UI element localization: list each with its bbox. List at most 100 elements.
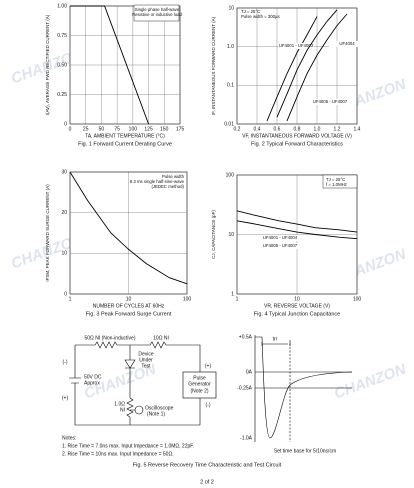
x-tick-label: 10 bbox=[294, 296, 300, 302]
dut-label: Under bbox=[139, 357, 153, 363]
x-tick-label: 0.8 bbox=[294, 126, 301, 132]
x-tick-label: 10 bbox=[126, 296, 132, 302]
figure-caption: Fig. 5 Reverse Recovery Time Characteris… bbox=[133, 462, 282, 468]
series-label: UF4005 - UF4007 bbox=[313, 99, 348, 104]
series-label-bg bbox=[312, 99, 348, 105]
y-axis-label: IF, INSTANTANEOUS FORWARD CURRENT (A) bbox=[211, 16, 216, 115]
annotation: TJ = 25°C bbox=[241, 9, 260, 14]
x-tick-label: 0.2 bbox=[234, 126, 241, 132]
polarity-label: (-) bbox=[206, 402, 211, 408]
dut-label: Test bbox=[141, 363, 151, 369]
series-line bbox=[70, 5, 149, 125]
level-label: -1.0A bbox=[240, 435, 253, 441]
series-label-bg bbox=[278, 43, 314, 49]
annotation: TJ = 25°C bbox=[326, 177, 345, 182]
y-tick-label: 10 bbox=[61, 251, 67, 257]
y-tick-label: 0 bbox=[64, 291, 67, 297]
oscilloscope-label: (Note 1) bbox=[147, 411, 165, 417]
annotation: Pulse width bbox=[162, 174, 185, 179]
y-tick-label: 1 bbox=[231, 291, 234, 297]
y-tick-label: 0 bbox=[64, 121, 67, 127]
level-label: +0.5A bbox=[239, 334, 253, 340]
x-tick-label: 125 bbox=[144, 126, 153, 132]
watermark: CHANZON bbox=[332, 360, 409, 402]
series-label: UF4001 - UF4003 bbox=[279, 43, 314, 48]
chart: 0.2 0.4 0.6 0.8 1.0 1.2 1.4 0.01 0.1 1.0 10 UF4001 … bbox=[211, 5, 365, 147]
x-tick-label: 0.6 bbox=[274, 126, 281, 132]
polarity-label: (+) bbox=[62, 395, 69, 401]
y-tick-label: 100 bbox=[226, 172, 235, 178]
x-tick-label: 1.0 bbox=[314, 126, 321, 132]
annotation: 8.3 ms single half-sine-wave bbox=[130, 179, 185, 184]
charts: 0 25 50 75 100 125 150 17500.250.500.751.00Sing… bbox=[45, 3, 365, 317]
y-axis-label: I(AV), AVERAGE FWD RECTIFIED CURRENT (A) bbox=[45, 14, 50, 115]
series-line bbox=[236, 210, 358, 233]
annotation: Resistive or inductive load bbox=[132, 12, 183, 17]
source-wire bbox=[69, 345, 201, 426]
chart: 0 25 50 75 100 125 150 175 0 0.25 0.50 0.75 1.00 Sing… bbox=[45, 3, 184, 147]
series-line bbox=[69, 171, 188, 285]
level-label: 0A bbox=[246, 369, 253, 375]
x-tick-label: 175 bbox=[176, 126, 185, 132]
figure-caption: Fig. 4 Typical Junction Capacitance bbox=[254, 311, 340, 317]
x-tick-label: 150 bbox=[160, 126, 169, 132]
series-line bbox=[236, 220, 358, 240]
y-tick-label: 1.00 bbox=[57, 3, 67, 9]
trr-label: trr bbox=[273, 336, 278, 342]
x-tick-label: 1 bbox=[69, 296, 72, 302]
y-axis-label: IFSM, PEAK FORWARD SURGE CURRENT (A) bbox=[45, 184, 50, 282]
annotation-box bbox=[322, 174, 358, 189]
test-circuit: 50Ω NI (Non-inductive) 10Ω NI Device Und… bbox=[62, 335, 217, 426]
y-tick-label: 0.25 bbox=[57, 92, 67, 98]
recovery-waveform: +0.5A 0A -0.25A -1.0A trr Set time base … bbox=[237, 334, 353, 454]
series-label: UF4004 bbox=[339, 41, 355, 46]
x-tick-label: 1.4 bbox=[354, 126, 361, 132]
x-tick-label: 50 bbox=[99, 126, 105, 132]
x-axis-label: NUMBER OF CYCLES AT 60Hz bbox=[93, 303, 165, 309]
series-label: UF4005 - UF4007 bbox=[263, 243, 298, 248]
x-tick-label: 75 bbox=[114, 126, 120, 132]
resistor-label: 10Ω NI bbox=[153, 335, 169, 341]
y-tick-label: 0.75 bbox=[57, 33, 67, 39]
waveform bbox=[255, 336, 353, 439]
series-line bbox=[276, 9, 338, 118]
annotation: (JEDEC method) bbox=[152, 184, 185, 189]
x-tick-label: 100 bbox=[183, 296, 192, 302]
x-tick-label: 100 bbox=[129, 126, 138, 132]
note: 2. Rise Time = 10ns max. Input Impedance… bbox=[62, 451, 174, 457]
source-label: Approx bbox=[84, 380, 100, 386]
x-tick-label: 25 bbox=[83, 126, 89, 132]
dut-label: Device bbox=[138, 351, 154, 357]
x-axis-label: VR, REVERSE VOLTAGE (V) bbox=[264, 303, 330, 309]
chart: 1 10 100 1 10 100 UF4001 - UF4004 UF4005 - UF40… bbox=[211, 172, 361, 317]
y-tick-label: 0.50 bbox=[57, 62, 67, 68]
x-tick-label: 1.2 bbox=[334, 126, 341, 132]
generator-label: (Note 2) bbox=[190, 388, 208, 394]
x-tick-label: 1 bbox=[236, 296, 239, 302]
series-label-bg bbox=[262, 235, 298, 241]
y-tick-label: 1.0 bbox=[227, 44, 234, 50]
x-tick-label: 0.4 bbox=[254, 126, 261, 132]
resistor-label: 50Ω NI (Non-inductive) bbox=[85, 335, 136, 341]
x-tick-label: 0 bbox=[69, 126, 72, 132]
resistor-label: 1.0Ω bbox=[114, 401, 125, 407]
level-label: -0.25A bbox=[237, 385, 252, 391]
notes-heading: Notes: bbox=[62, 435, 76, 441]
figure-caption: Fig. 3 Peak Forward Surge Current bbox=[86, 311, 172, 317]
y-axis-label: CJ, CAPACITANCE (pF) bbox=[211, 210, 216, 259]
figure-caption: Fig. 1 Forward Current Derating Curve bbox=[78, 141, 172, 147]
figure-caption: Fig. 2 Typical Forward Characteristics bbox=[251, 141, 343, 147]
y-tick-label: 10 bbox=[228, 5, 234, 11]
y-tick-label: 0.01 bbox=[224, 121, 234, 127]
annotation: Pulse width = 300µs bbox=[241, 14, 280, 19]
resistor-label: NI bbox=[120, 407, 125, 413]
annotation: f = 1.0MHz bbox=[326, 182, 347, 187]
trr-span bbox=[261, 342, 291, 346]
note: 1. Rise Time = 7.0ns max. Input Impedanc… bbox=[62, 443, 194, 449]
y-tick-label: 20 bbox=[61, 210, 67, 216]
series-line bbox=[266, 16, 318, 122]
annotation: Single phase half-wave bbox=[135, 7, 180, 12]
series-label: UF4001 - UF4004 bbox=[263, 235, 298, 240]
